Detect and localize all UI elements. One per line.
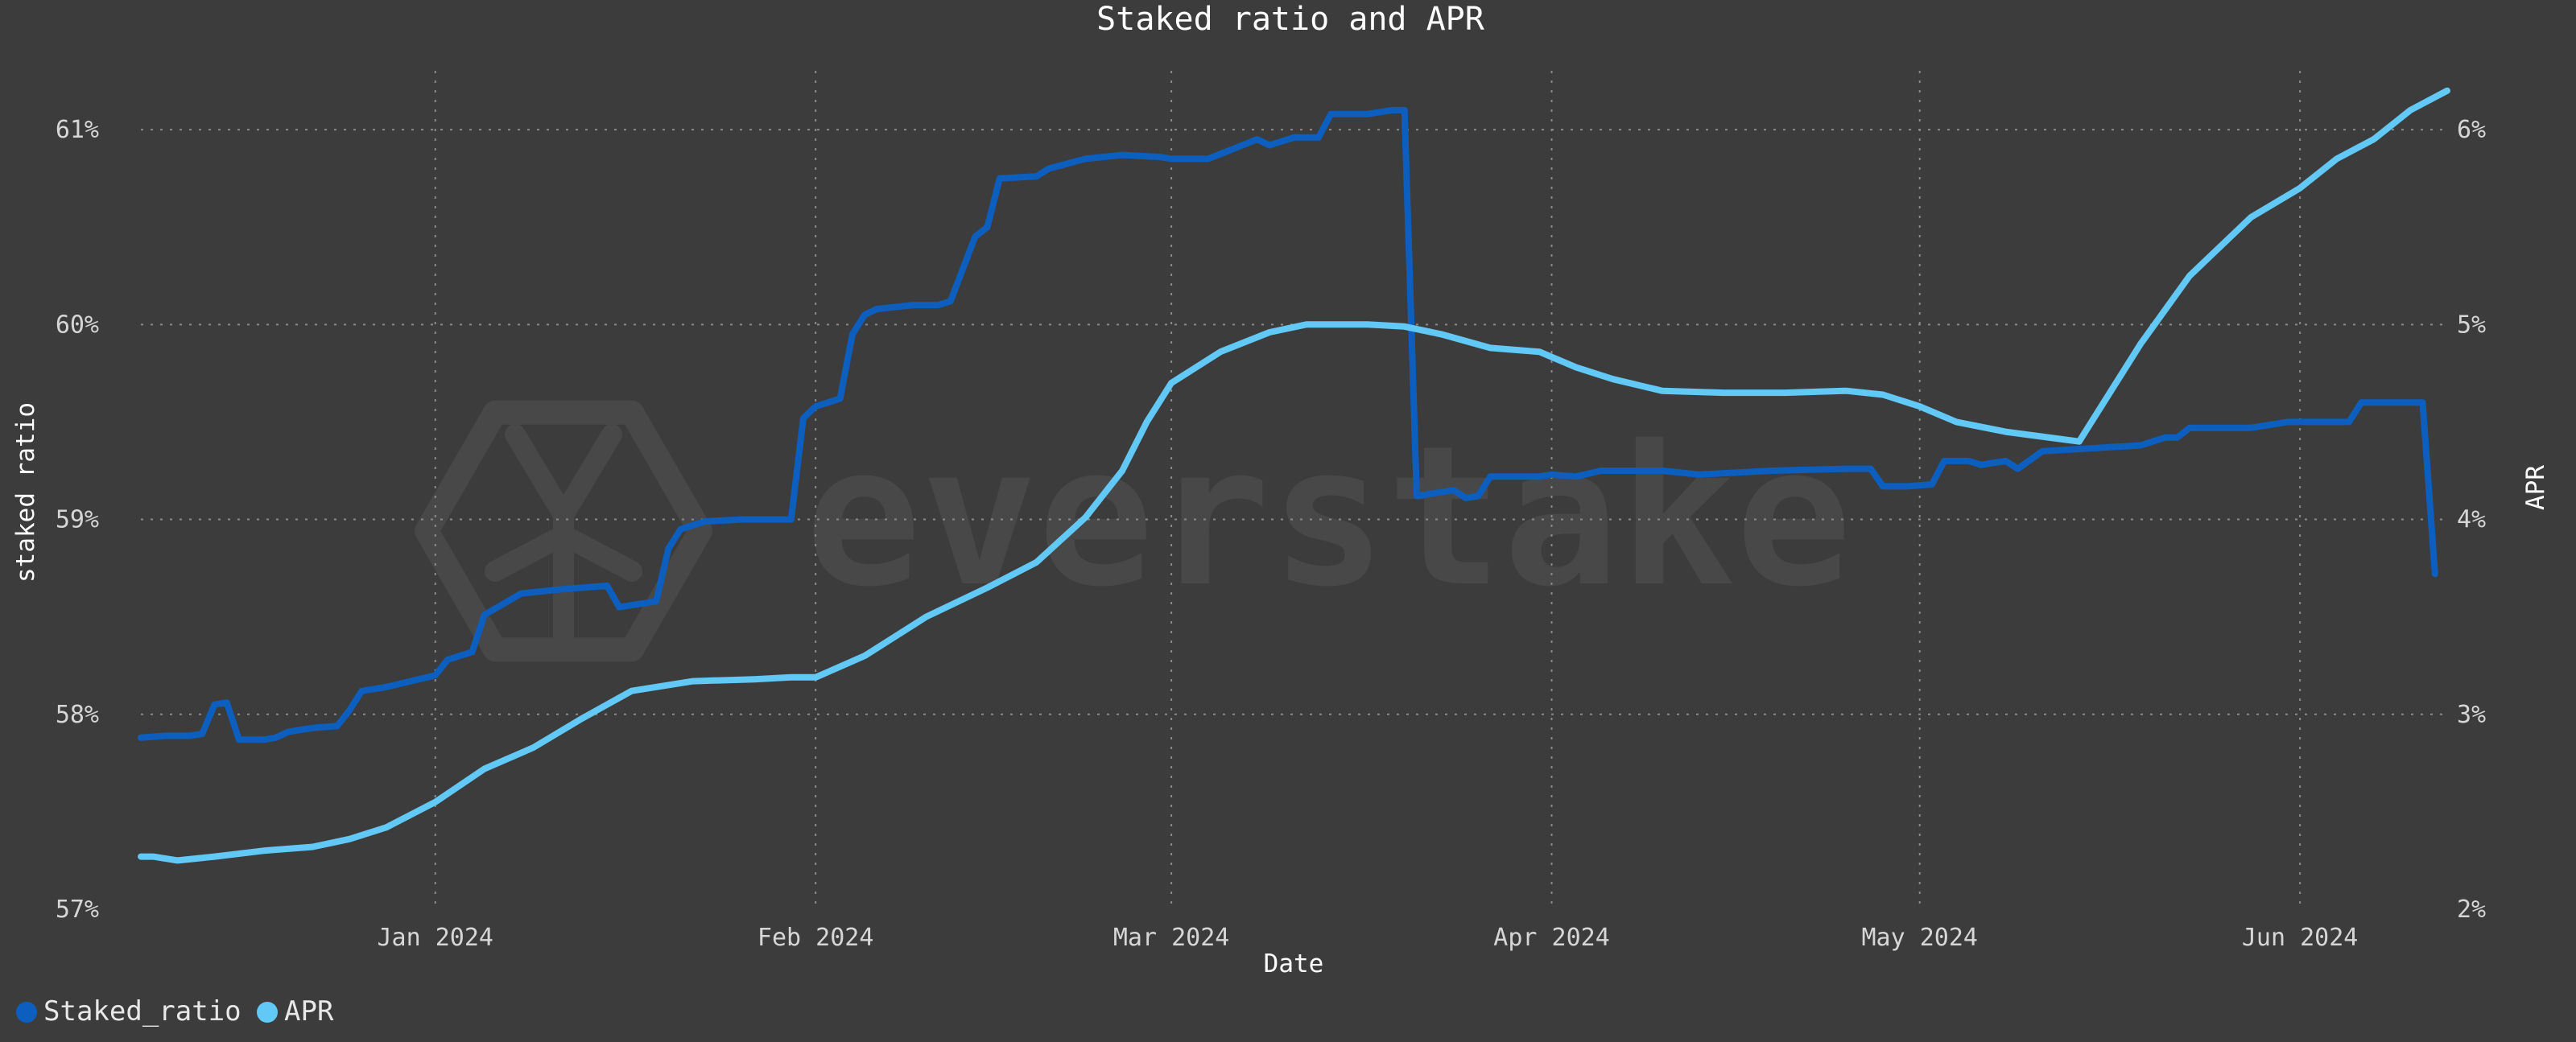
x-tick-label: Apr 2024 [1493,924,1610,952]
x-tick-label: May 2024 [1861,924,1978,952]
y-tick-labels: 57% 58% 59% 60% 61% [56,116,99,924]
y2-tick-labels: 2% 3% 4% 5% 6% [2457,116,2486,924]
y2-tick-label: 3% [2457,701,2486,729]
legend-label-staked-ratio: Staked_ratio [43,995,242,1028]
series-layer [138,87,2450,864]
legend-marker-staked-ratio [16,1002,37,1023]
x-tick-label: Feb 2024 [758,924,874,952]
watermark-text: everstake [805,404,1852,629]
series-line-staked-ratio [138,106,2438,743]
legend-marker-apr [257,1002,278,1023]
x-tick-label: Jan 2024 [377,924,493,952]
x-axis-label: Date [1264,949,1324,978]
y-tick-label: 61% [56,116,99,144]
x-tick-label: Mar 2024 [1113,924,1230,952]
legend: Staked_ratio APR [16,995,334,1028]
y2-tick-label: 4% [2457,506,2486,534]
watermark-logo-inner-icon [485,424,642,654]
legend-label-apr: APR [284,995,334,1028]
chart-title: Staked ratio and APR [1096,1,1485,38]
x-tick-label: Jun 2024 [2242,924,2359,952]
legend-item-apr[interactable]: APR [257,995,334,1028]
watermark-logo-icon [415,400,712,662]
y2-tick-label: 5% [2457,311,2486,339]
y-tick-label: 58% [56,701,99,729]
y-tick-label: 59% [56,506,99,534]
legend-item-staked-ratio[interactable]: Staked_ratio [16,995,242,1028]
y2-axis-label: APR [2521,465,2550,510]
y2-tick-label: 6% [2457,116,2486,144]
series-line-apr [138,87,2450,864]
y-tick-label: 60% [56,311,99,339]
x-tick-labels: Jan 2024 Feb 2024 Mar 2024 Apr 2024 May 2024… [377,924,2358,952]
y-tick-label: 57% [56,896,99,924]
y2-tick-label: 2% [2457,896,2486,924]
y-axis-label: staked ratio [11,402,40,583]
